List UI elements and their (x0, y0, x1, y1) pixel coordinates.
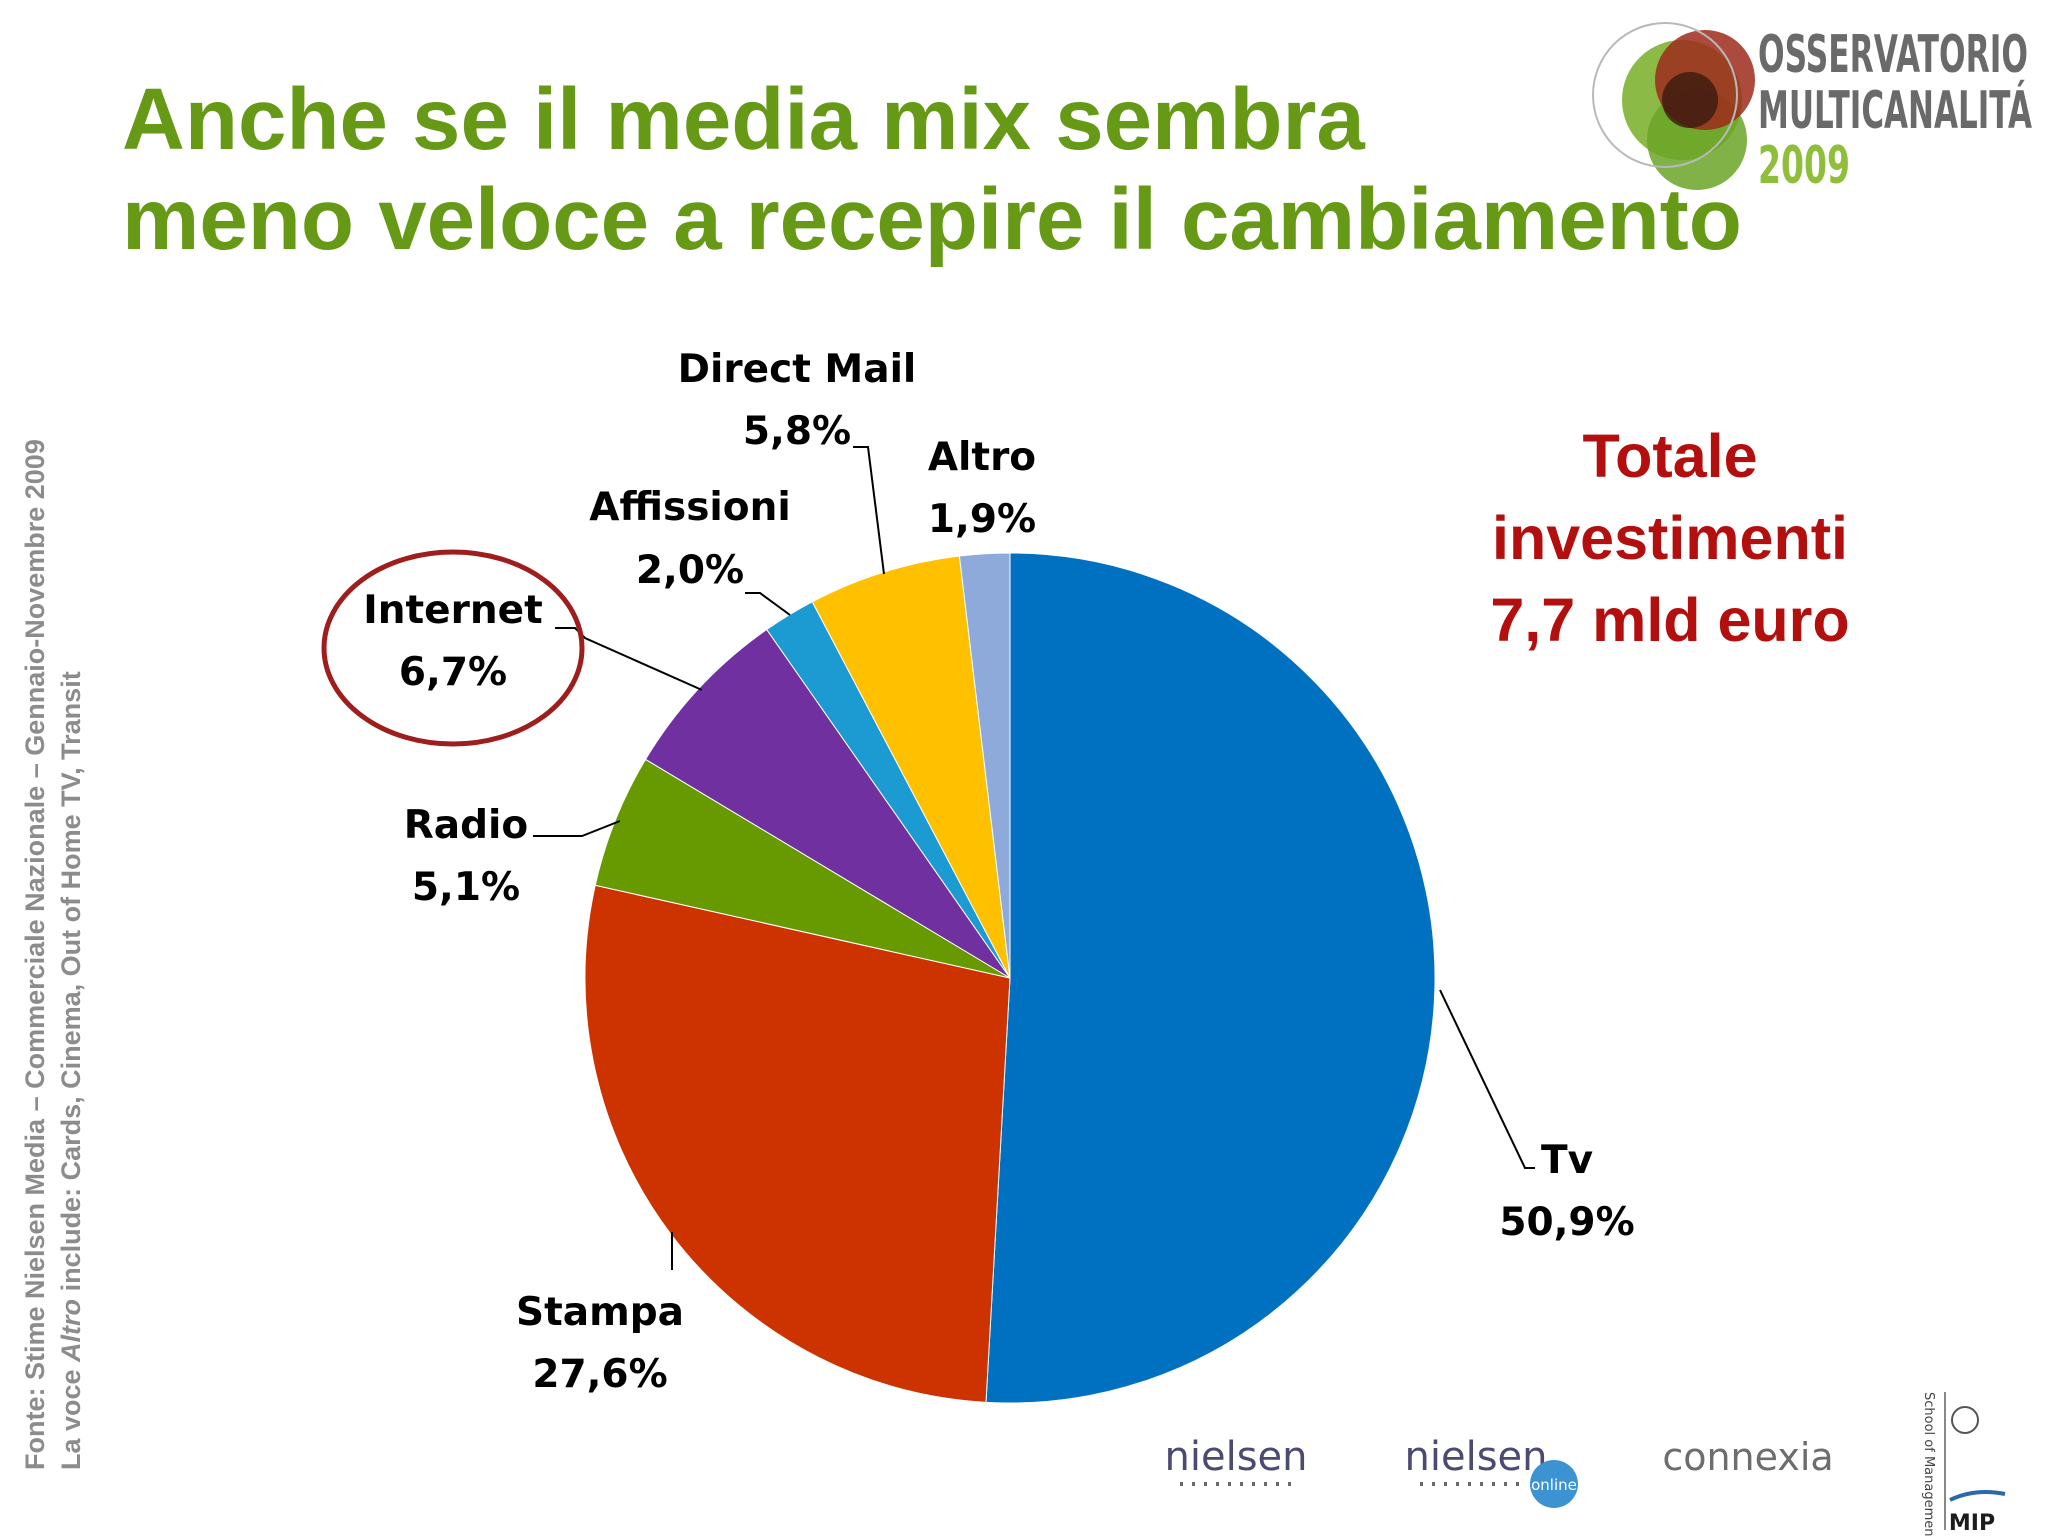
direct-mail-label: Direct Mail (678, 347, 917, 392)
nielsen-online-logo: nielsen online (1405, 1434, 1578, 1508)
direct-mail-value: 5,8% (743, 409, 851, 454)
mip-seal (1951, 1406, 1979, 1434)
internet-label: Internet (363, 588, 542, 633)
mip-school-text: School of Management (1921, 1392, 1936, 1536)
slide-title-line2: meno veloce a recepire il cambiamento (122, 171, 1742, 268)
total-line2: investimenti (1492, 504, 1848, 572)
stampa-value: 27,6% (532, 1352, 667, 1397)
osservatorio-logo: OSSERVATORIO MULTICANALITÁ 2009 (1592, 22, 2032, 196)
internet-highlight-ellipse (321, 549, 585, 747)
altro-label: Altro (928, 435, 1036, 480)
slide-title-line1: Anche se il media mix sembra (122, 71, 1365, 168)
affissioni-value: 2,0% (636, 548, 744, 593)
mip-text: MIP (1949, 1511, 1995, 1536)
pie-slice-altro (958, 552, 1011, 979)
tv-label: Tv (1541, 1138, 1593, 1183)
stampa-label: Stampa (516, 1290, 684, 1335)
internet-value: 6,7% (399, 650, 507, 695)
tv-value: 50,9% (1499, 1200, 1634, 1245)
logo-line1: OSSERVATORIO (1758, 25, 2028, 85)
leader-line-affissioni (745, 592, 791, 616)
pie-slice-tv (985, 552, 1436, 1404)
leader-line-tv (1439, 989, 1535, 1169)
pie-slices (584, 552, 1436, 1404)
total-line3: 7,7 mld euro (1490, 586, 1850, 654)
mip-swoosh (1949, 1490, 2006, 1502)
label-leader-lines (533, 446, 1535, 1270)
nielsen-logo: nielsen (1165, 1434, 1308, 1486)
total-line1: Totale (1582, 422, 1758, 490)
nielsen-online-text: nielsen (1405, 1434, 1548, 1480)
total-investment: Totale investimenti 7,7 mld euro (1410, 415, 1930, 661)
logo-line2: MULTICANALITÁ (1758, 80, 2032, 141)
logo-dark-overlap (1662, 72, 1718, 128)
online-badge (1530, 1460, 1578, 1508)
slide-title: Anche se il media mix sembra meno veloce… (122, 70, 1762, 270)
logo-outline-circle (1592, 22, 1738, 168)
nielsen-logo-text: nielsen (1165, 1434, 1308, 1480)
affissioni-label: Affissioni (589, 485, 790, 530)
leader-line-radio (533, 820, 621, 837)
leader-line-direct-mail (853, 446, 885, 575)
connexia-logo: connexia (1662, 1435, 1833, 1479)
altro-value: 1,9% (928, 497, 1036, 542)
online-badge-text: online (1531, 1476, 1577, 1494)
radio-value: 5,1% (412, 865, 520, 910)
pie-labels: Tv 50,9% Stampa 27,6% Radio 5,1% Interne… (363, 347, 1634, 1397)
radio-label: Radio (404, 803, 528, 848)
logo-year: 2009 (1758, 136, 1850, 196)
mip-logo: School of Management MIP (1921, 1392, 2006, 1536)
